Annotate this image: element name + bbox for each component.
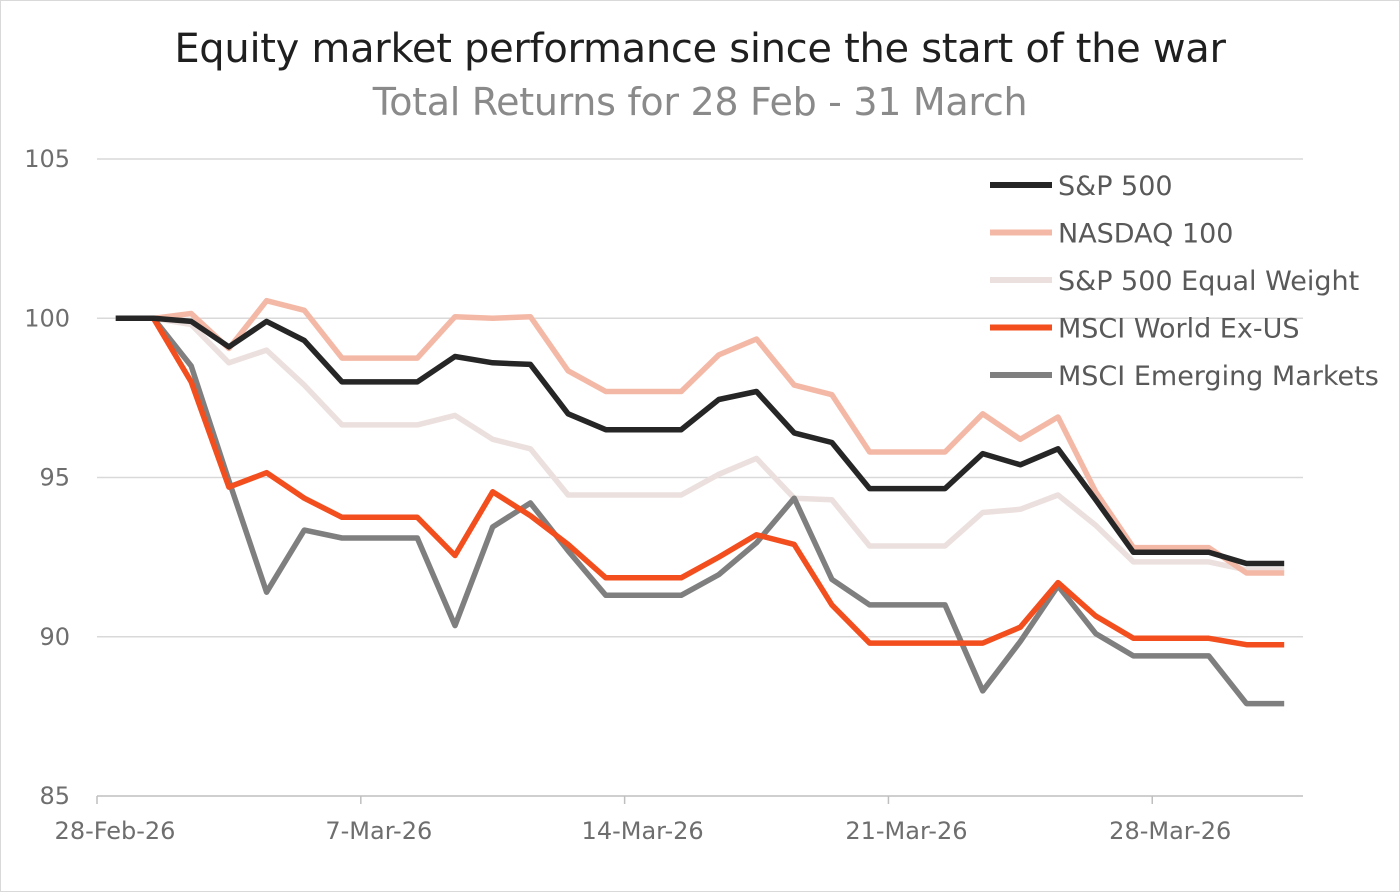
y-tick-label: 90: [39, 623, 70, 651]
x-tick-label: 14-Mar-26: [582, 817, 704, 845]
chart-title: Equity market performance since the star…: [174, 26, 1226, 72]
x-tick-label: 28-Feb-26: [55, 817, 176, 845]
x-tick-label: 21-Mar-26: [845, 817, 967, 845]
legend-label: MSCI World Ex-US: [1058, 314, 1299, 345]
series-line-msci-world-ex-us: [115, 315, 1285, 648]
legend-label: NASDAQ 100: [1058, 219, 1234, 250]
x-tick-label: 28-Mar-26: [1109, 817, 1231, 845]
y-tick-label: 100: [24, 304, 70, 332]
x-tick-label: 7-Mar-26: [325, 817, 432, 845]
legend-label: S&P 500 Equal Weight: [1058, 266, 1359, 297]
series-lines: [115, 297, 1285, 707]
series-line-nasdaq-100: [115, 297, 1285, 576]
y-tick-label: 105: [24, 145, 70, 173]
chart-subtitle: Total Returns for 28 Feb - 31 March: [372, 80, 1028, 124]
y-tick-label: 85: [39, 782, 70, 810]
axes: 85 90 95 100 105 28-Feb-26 7-Mar-26 14-Mar-26 21…: [24, 145, 1303, 845]
legend-label: S&P 500: [1058, 171, 1173, 202]
legend: S&P 500 NASDAQ 100 S&P 500 Equal Weight MSC…: [990, 171, 1379, 392]
legend-label: MSCI Emerging Markets: [1058, 361, 1379, 392]
gridlines: [97, 158, 1303, 638]
series-line-msci-emerging-markets: [115, 315, 1285, 707]
series-line-s-p-500-equal-weight: [115, 315, 1285, 573]
y-tick-label: 95: [39, 464, 70, 492]
series-line-s-p-500: [115, 315, 1285, 567]
